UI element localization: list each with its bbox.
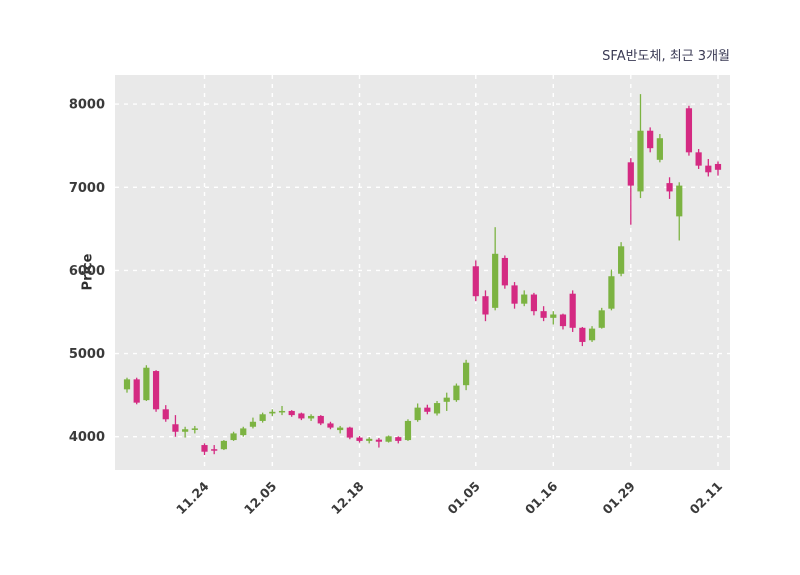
- candle-body: [424, 407, 431, 412]
- plot-area: [115, 75, 730, 470]
- candle-body: [627, 162, 634, 186]
- candle-body: [182, 429, 189, 432]
- candle-body: [559, 314, 567, 327]
- x-tick-label: 12.18: [328, 479, 367, 518]
- candle-body: [172, 424, 179, 432]
- candle-body: [618, 246, 625, 274]
- candle-body: [637, 130, 644, 192]
- candle-body: [269, 411, 276, 414]
- candle-body: [550, 314, 557, 318]
- candle-body: [433, 403, 441, 414]
- candle-body: [240, 428, 247, 436]
- candle-body: [375, 439, 383, 442]
- candle-body: [579, 327, 586, 342]
- candle-body: [366, 438, 373, 441]
- candle-body: [211, 449, 218, 451]
- candle-body: [608, 276, 615, 309]
- y-tick-label: 4000: [69, 430, 105, 445]
- x-tick-label: 01.16: [522, 478, 561, 517]
- x-tick-label: 12.05: [241, 479, 280, 518]
- candle-body: [220, 440, 227, 450]
- candle-body: [453, 385, 460, 401]
- candle-body: [482, 296, 489, 315]
- x-tick-label: 01.29: [599, 479, 638, 518]
- candle-body: [569, 293, 576, 328]
- candle-body: [191, 428, 198, 430]
- candle-body: [201, 445, 208, 452]
- candle-body: [337, 427, 344, 431]
- candle-body: [249, 421, 257, 427]
- candle-body: [676, 185, 683, 217]
- candle-body: [288, 410, 295, 416]
- candle-body: [540, 311, 547, 318]
- candle-body: [462, 362, 470, 386]
- candle-body: [385, 436, 392, 442]
- candle-body: [521, 294, 528, 304]
- candle-body: [307, 415, 315, 419]
- candle-body: [492, 253, 499, 308]
- x-tick-label: 11.24: [173, 478, 212, 517]
- candle-body: [133, 379, 140, 403]
- candle-body: [278, 410, 286, 413]
- candle-body: [404, 420, 412, 441]
- candle-body: [143, 367, 150, 401]
- y-tick-label: 8000: [69, 98, 105, 113]
- candle-body: [511, 285, 518, 304]
- y-tick-label: 6000: [69, 264, 105, 279]
- candle-body: [356, 437, 363, 441]
- chart-title: SFA반도체, 최근 3개월: [602, 49, 730, 64]
- y-tick-label: 5000: [69, 347, 105, 362]
- candle-body: [327, 423, 334, 428]
- candle-body: [395, 437, 402, 441]
- candle-body: [317, 415, 324, 424]
- candle-body: [123, 379, 131, 390]
- candle-body: [588, 328, 596, 341]
- candle-body: [530, 294, 538, 312]
- candle-body: [695, 152, 702, 166]
- x-tick-label: 01.05: [444, 479, 483, 518]
- candle-body: [298, 413, 305, 419]
- candle-body: [414, 407, 421, 421]
- candle-body: [346, 427, 353, 438]
- candle-body: [647, 130, 654, 149]
- x-tick-label: 02.11: [687, 479, 726, 518]
- candle-body: [501, 257, 508, 286]
- candle-body: [656, 138, 663, 160]
- candle-body: [685, 108, 693, 153]
- candle-body: [705, 165, 712, 173]
- candle-body: [162, 409, 169, 420]
- candle-body: [230, 433, 237, 441]
- candle-body: [472, 266, 479, 297]
- candle-body: [598, 310, 605, 328]
- candle-body: [152, 371, 160, 410]
- candle-body: [443, 397, 450, 402]
- candle-body: [714, 163, 722, 170]
- candle-body: [259, 414, 266, 421]
- y-tick-label: 7000: [69, 181, 105, 196]
- candle-body: [666, 183, 673, 192]
